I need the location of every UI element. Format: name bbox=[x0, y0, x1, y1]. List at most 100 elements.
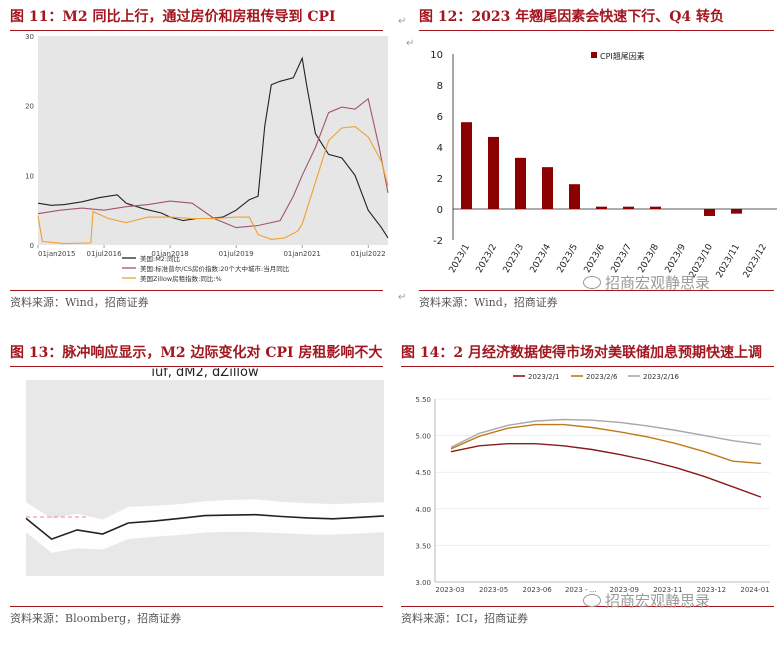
x-tick-label: 2024-01 bbox=[740, 586, 769, 594]
panel-fig11: 图 11：M2 同比上行，通过房价和房租传导到 CPI 0 10 20 30 01jan… bbox=[4, 0, 389, 316]
series-line-1 bbox=[450, 442, 762, 498]
wechat-icon bbox=[583, 276, 601, 289]
panel-title: 图 13：脉冲响应显示，M2 边际变化对 CPI 房租影响不大 bbox=[10, 345, 383, 361]
legend-label: 美国:标准普尔/CS房价指数:20个大中城市:当月同比 bbox=[140, 264, 290, 273]
legend-label: 美国:M2:同比 bbox=[140, 254, 181, 263]
legend-label: CPI翘尾因素 bbox=[600, 51, 645, 61]
x-tick-label: 2023 - ... bbox=[565, 586, 596, 594]
x-tick-label: 2023-11 bbox=[653, 586, 682, 594]
x-tick-label: 2023-03 bbox=[435, 586, 464, 594]
y-tick-label: 3.00 bbox=[415, 579, 431, 587]
legend-label: 美国Zillow房租指数:同比:% bbox=[140, 274, 222, 283]
x-tick-label: 2023/7 bbox=[610, 243, 634, 275]
series-line-2 bbox=[450, 423, 762, 465]
y-tick-label: 0 bbox=[437, 205, 443, 216]
bottom-rule bbox=[401, 606, 774, 607]
bar bbox=[542, 167, 553, 209]
y-tick-label: 30 bbox=[25, 33, 34, 41]
y-tick-label: 10 bbox=[25, 172, 34, 180]
y-tick-label: 4.00 bbox=[415, 506, 431, 514]
x-tick-label: 2023/2 bbox=[475, 243, 499, 275]
chart-m2-housing: 0 10 20 30 01jan2015 01jul2016 01jan2018 01jul2… bbox=[25, 33, 389, 283]
x-tick-label: 2023/5 bbox=[556, 243, 580, 275]
title-rule bbox=[10, 366, 383, 367]
bar bbox=[515, 157, 526, 209]
confidence-band bbox=[26, 499, 384, 553]
source-note: 资料来源：Bloomberg，招商证券 bbox=[10, 612, 182, 625]
watermark: 招商宏观静思录 bbox=[583, 590, 710, 611]
x-tick-label: 2023-09 bbox=[610, 586, 639, 594]
bar bbox=[704, 209, 715, 216]
bar bbox=[488, 136, 499, 209]
x-tick-label: 01jan2018 bbox=[151, 250, 188, 258]
y-tick-label: 10 bbox=[430, 50, 443, 61]
irf-line bbox=[25, 513, 385, 541]
return-arrow-icon: ↵ bbox=[398, 292, 407, 303]
title-rule bbox=[419, 30, 774, 31]
chart-fed-expectations: 3.00 3.50 4.00 4.50 5.00 5.50 2023-03 2023-05 20… bbox=[415, 373, 770, 594]
x-tick-label: 2023/6 bbox=[583, 242, 608, 275]
y-tick-label: 5.00 bbox=[415, 433, 431, 441]
x-tick-label: 01jan2015 bbox=[38, 250, 75, 258]
source-note: 资料来源：ICI，招商证券 bbox=[401, 612, 529, 625]
x-tick-label: 2023/8 bbox=[637, 242, 662, 275]
y-tick-label: 2 bbox=[437, 174, 443, 185]
bottom-rule bbox=[419, 290, 774, 291]
watermark-text: 招商宏观静思录 bbox=[605, 592, 711, 610]
panel-title: 图 11：M2 同比上行，通过房价和房租传导到 CPI bbox=[10, 9, 336, 25]
panel-fig13: 图 13：脉冲响应显示，M2 边际变化对 CPI 房租影响不大 iuf, dM2… bbox=[4, 336, 389, 652]
x-tick-label: 2023/11 bbox=[715, 243, 742, 280]
return-arrow-icon: ↵ bbox=[406, 38, 415, 49]
bar bbox=[731, 209, 742, 214]
y-tick-label: 5.50 bbox=[415, 396, 431, 404]
bar bbox=[569, 184, 580, 209]
watermark: 招商宏观静思录 bbox=[583, 272, 710, 293]
y-tick-label: 4 bbox=[437, 143, 443, 154]
wechat-icon bbox=[583, 594, 601, 607]
bottom-rule bbox=[10, 290, 383, 291]
legend-label: 2023/2/16 bbox=[643, 373, 679, 381]
watermark-text: 招商宏观静思录 bbox=[605, 274, 711, 292]
series-line-1 bbox=[37, 56, 389, 239]
x-tick-label: 01jul2019 bbox=[219, 250, 254, 258]
series-line-3 bbox=[450, 418, 762, 448]
bar bbox=[623, 206, 634, 209]
x-tick-label: 01jul2016 bbox=[87, 250, 123, 258]
plot-background bbox=[38, 36, 388, 245]
legend-label: 2023/2/6 bbox=[586, 373, 618, 381]
y-tick-label: 6 bbox=[437, 112, 443, 123]
x-tick-label: 01jul2022 bbox=[351, 250, 386, 258]
y-tick-label: 8 bbox=[437, 81, 443, 92]
y-tick-label: 20 bbox=[25, 103, 34, 111]
x-tick-label: 2023-06 bbox=[523, 586, 553, 594]
x-tick-label: 2023-12 bbox=[697, 586, 726, 594]
bar bbox=[596, 206, 607, 209]
title-rule bbox=[401, 366, 774, 367]
bar bbox=[650, 206, 661, 209]
panel-fig14: 图 14：2 月经济数据使得市场对美联储加息预期快速上调 3.00 3.50 4.0… bbox=[395, 336, 780, 652]
y-tick-label: -2 bbox=[433, 236, 443, 247]
x-tick-label: 2023/9 bbox=[664, 242, 689, 275]
chart-impulse-response: iuf, dM2, dZillow bbox=[25, 368, 385, 576]
y-tick-label: 4.50 bbox=[415, 469, 431, 477]
source-note: 资料来源：Wind，招商证券 bbox=[10, 296, 149, 309]
source-note: 资料来源：Wind，招商证券 bbox=[419, 296, 558, 309]
y-tick-label: 3.50 bbox=[415, 542, 431, 550]
x-tick-label: 2023/4 bbox=[529, 242, 554, 275]
chart-title: iuf, dM2, dZillow bbox=[151, 368, 259, 380]
x-tick-label: 2023-05 bbox=[479, 586, 508, 594]
panel-title: 图 12：2023 年翘尾因素会快速下行、Q4 转负 bbox=[419, 9, 725, 25]
series-line-3 bbox=[37, 126, 389, 245]
bar bbox=[461, 122, 472, 209]
x-tick-label: 01jan2021 bbox=[283, 250, 320, 258]
title-rule bbox=[10, 30, 383, 31]
x-tick-label: 2023/12 bbox=[742, 243, 769, 280]
series-line-2 bbox=[37, 97, 389, 229]
bottom-rule bbox=[10, 606, 383, 607]
x-tick-label: 2023/1 bbox=[448, 243, 472, 275]
panel-fig12: 图 12：2023 年翘尾因素会快速下行、Q4 转负 -2 0 2 4 6 8 10 2023… bbox=[395, 0, 780, 316]
y-tick-label: 0 bbox=[30, 242, 34, 250]
legend-label: 2023/2/1 bbox=[528, 373, 559, 381]
legend-swatch bbox=[591, 52, 597, 58]
